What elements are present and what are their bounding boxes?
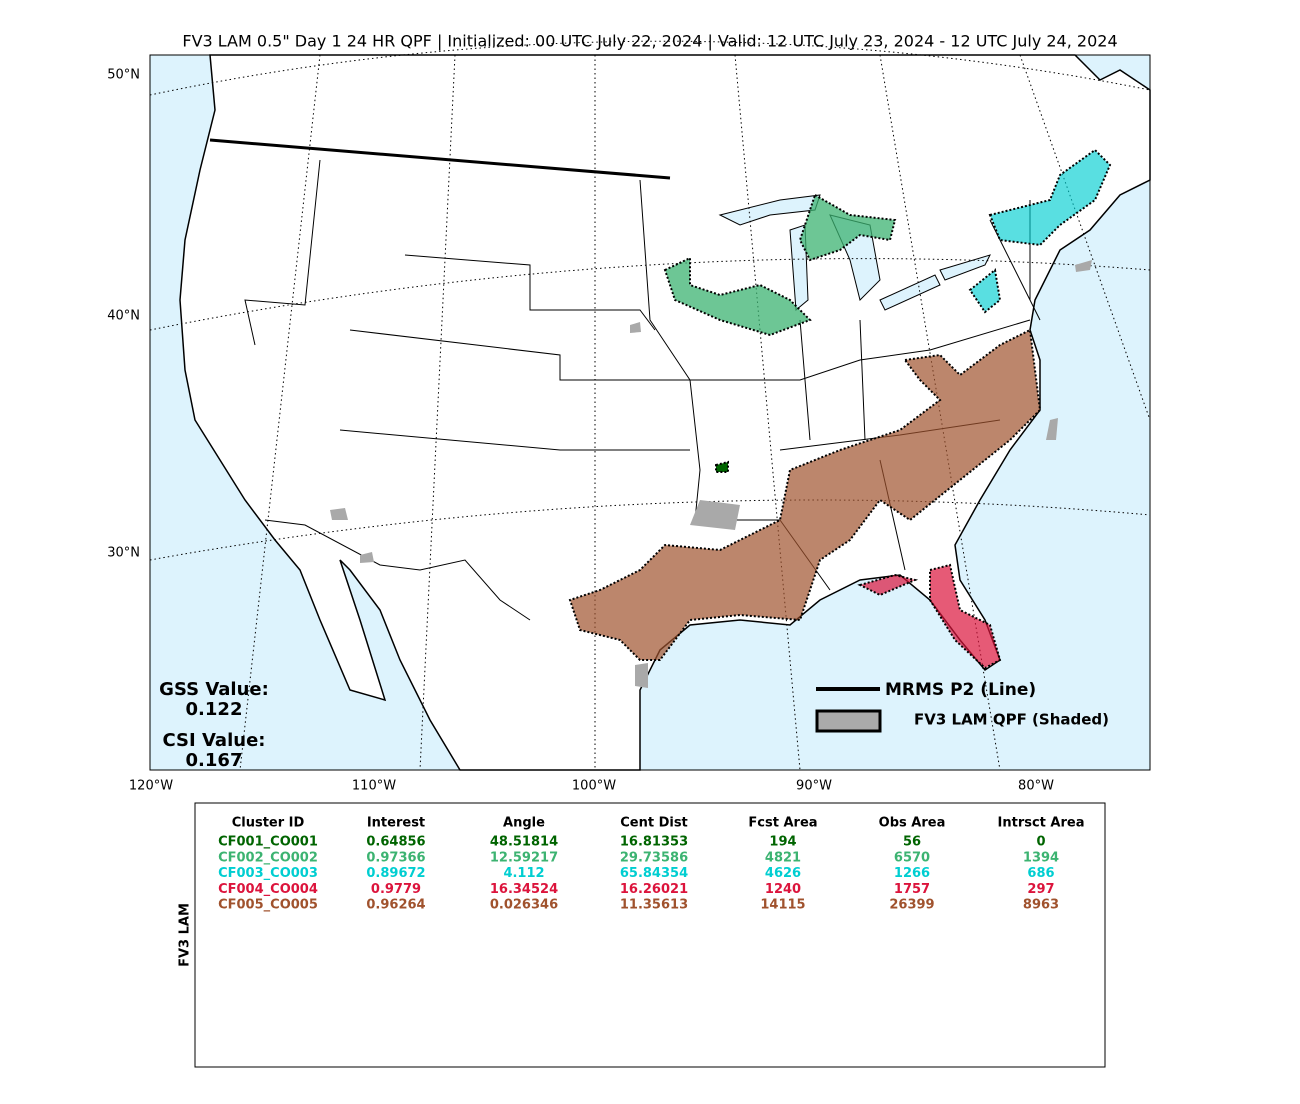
table-cell: 8963 [1023, 898, 1059, 913]
table-cell: 0.96264 [366, 898, 425, 913]
column-header: Cent Dist [620, 816, 688, 831]
map-frame [149, 54, 1151, 771]
lon-label: 110°W [352, 779, 396, 794]
table-cell: 4821 [765, 850, 801, 865]
column-header: Intrsct Area [998, 816, 1085, 831]
column-header: Fcst Area [748, 816, 817, 831]
lat-labels: 50°N 40°N 30°N [107, 68, 140, 561]
column-header: Interest [367, 816, 425, 831]
title: FV3 LAM 0.5" Day 1 24 HR QPF | Initializ… [182, 32, 1117, 51]
table-cell: 6570 [894, 850, 930, 865]
table-cell: 0 [1036, 835, 1045, 850]
column-header: Cluster ID [232, 816, 305, 831]
csi-label: CSI Value: [163, 730, 266, 751]
column-header: Obs Area [879, 816, 946, 831]
table-cell: CF005_CO005 [218, 898, 318, 913]
gss-label: GSS Value: [159, 679, 269, 700]
table-cell: 1240 [765, 882, 801, 897]
qpf-clusters [330, 148, 1112, 688]
lat-label: 30°N [107, 546, 140, 561]
table-cell: CF001_CO001 [218, 835, 318, 850]
lon-label: 120°W [129, 779, 173, 794]
great-lakes [718, 194, 991, 312]
table-cell: 0.97366 [366, 850, 425, 865]
table-cell: 4626 [765, 866, 801, 881]
table-side-label: FV3 LAM [178, 903, 193, 967]
table-cell: 0.64856 [366, 835, 425, 850]
lat-label: 40°N [107, 309, 140, 324]
land [179, 54, 1151, 771]
table-cell: 194 [769, 835, 796, 850]
table-cell: 11.35613 [620, 898, 688, 913]
table-cell: CF003_CO003 [218, 866, 318, 881]
csi-value: 0.167 [186, 750, 243, 771]
table-cell: 29.73586 [620, 850, 688, 865]
stats-table: FV3 LAM Cluster ID Interest Angle Cent Dist… [178, 802, 1106, 1068]
table-cell: 0.89672 [366, 866, 425, 881]
lon-label: 90°W [796, 779, 832, 794]
map: 50°N 40°N 30°N 120°W 110°W 100°W 90°W 80… [107, 40, 1151, 794]
lon-label: 100°W [572, 779, 616, 794]
table-cell: 0.9779 [371, 882, 421, 897]
table-cell: 1266 [894, 866, 930, 881]
table-cell: 4.112 [503, 866, 544, 881]
table-cell: 48.51814 [490, 835, 558, 850]
table-cell: 65.84354 [620, 866, 688, 881]
legend: MRMS P2 (Line) FV3 LAM QPF (Shaded) [815, 680, 1109, 733]
legend-line-label: MRMS P2 (Line) [885, 680, 1036, 700]
lon-label: 80°W [1018, 779, 1054, 794]
table-cell: CF002_CO002 [218, 850, 318, 865]
graticule [149, 40, 1151, 771]
table-cell: 16.81353 [620, 835, 688, 850]
scores: GSS Value: 0.122 CSI Value: 0.167 [159, 679, 269, 771]
state-borders [209, 138, 1041, 621]
legend-shaded-label: FV3 LAM QPF (Shaded) [914, 711, 1109, 729]
table-cell: 56 [903, 835, 921, 850]
lon-labels: 120°W 110°W 100°W 90°W 80°W [129, 779, 1054, 794]
table-cell: 16.34524 [490, 882, 558, 897]
table-cell: 16.26021 [620, 882, 688, 897]
lat-label: 50°N [107, 68, 140, 83]
table-cell: 26399 [889, 898, 934, 913]
table-frame [194, 802, 1106, 1068]
table-cell: 297 [1027, 882, 1054, 897]
table-cell: 1394 [1023, 850, 1059, 865]
table-cell: 14115 [760, 898, 805, 913]
table-cell: 12.59217 [490, 850, 558, 865]
legend-swatch [815, 709, 882, 733]
table-cell: CF004_CO004 [218, 882, 318, 897]
gss-value: 0.122 [186, 699, 243, 720]
table-cell: 1757 [894, 882, 930, 897]
table-cell: 0.026346 [490, 898, 558, 913]
table-cell: 686 [1027, 866, 1054, 881]
column-header: Angle [503, 816, 545, 831]
